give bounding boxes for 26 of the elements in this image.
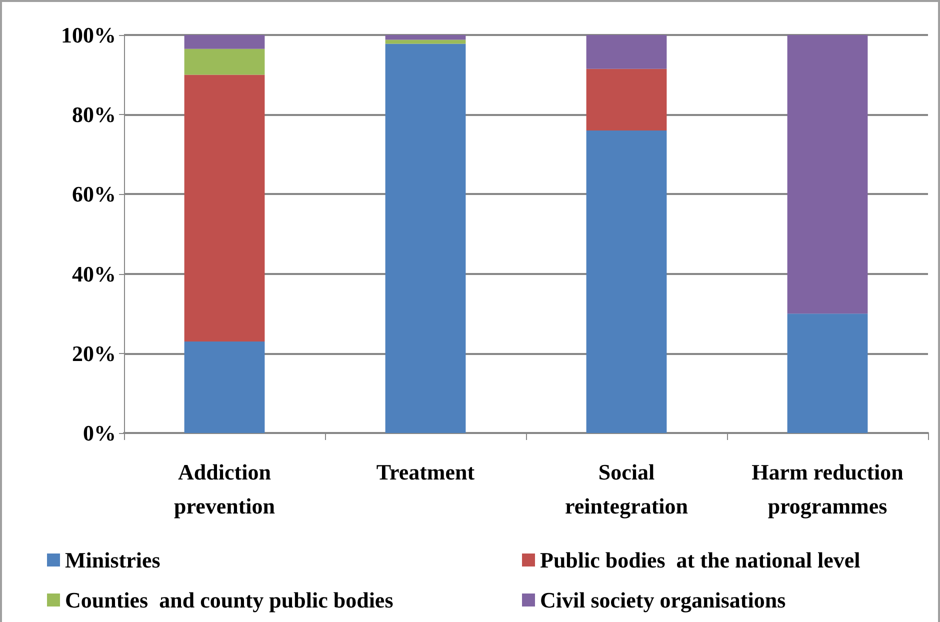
bar — [385, 44, 466, 433]
y-tick-label: 80% — [72, 102, 116, 128]
y-tick-label: 100% — [61, 22, 116, 48]
bar — [787, 35, 868, 314]
y-tick-label: 60% — [72, 182, 116, 207]
x-tick-label: Harm reduction programmes — [752, 460, 904, 518]
bar — [586, 68, 667, 131]
legend-label: Ministries — [65, 548, 161, 572]
bar — [385, 35, 466, 40]
bar — [184, 341, 265, 433]
x-tick-label: Addiction prevention — [174, 460, 276, 518]
bar — [586, 130, 667, 433]
x-tick-label: Social reintegration — [564, 460, 688, 518]
y-tick-label: 20% — [72, 340, 116, 366]
legend-label: Public bodies at the national level — [540, 548, 860, 572]
bar — [184, 74, 265, 342]
bar — [184, 48, 265, 75]
bar — [787, 314, 868, 433]
legend-label: Counties and county public bodies — [65, 588, 394, 612]
y-tick-label: 0% — [83, 420, 116, 446]
bar — [184, 35, 265, 49]
x-tick-label: Treatment — [376, 460, 476, 484]
bar — [586, 35, 667, 69]
y-tick-label: 40% — [72, 261, 116, 286]
legend-label: Civil society organisations — [540, 588, 786, 612]
bar — [385, 40, 466, 44]
